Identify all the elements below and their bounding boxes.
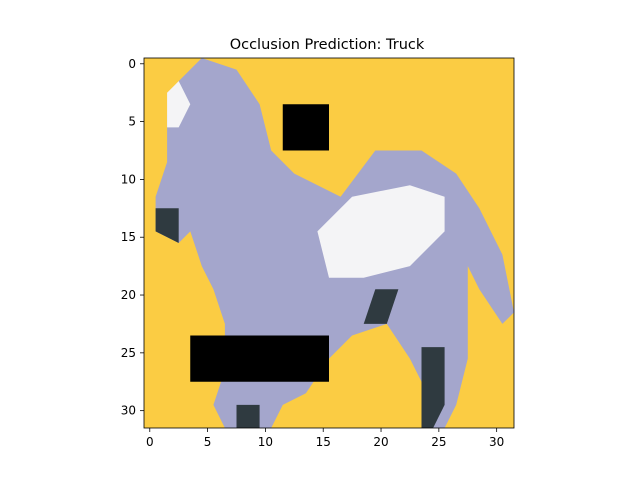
x-tick-label: 20 [373, 435, 388, 449]
x-tick-label: 25 [431, 435, 446, 449]
y-tick-label: 15 [121, 230, 136, 244]
x-tick-label: 30 [489, 435, 504, 449]
y-tick-label: 20 [121, 288, 136, 302]
y-tick-label: 25 [121, 346, 136, 360]
x-tick-label: 10 [258, 435, 273, 449]
x-axis: 0 5 10 15 20 25 30 [146, 428, 504, 449]
horse-head-highlight [167, 81, 191, 128]
y-tick-label: 10 [121, 172, 136, 186]
horse-shadow [155, 208, 179, 243]
x-tick-label: 15 [316, 435, 331, 449]
y-tick-label: 30 [121, 404, 136, 418]
plot-area [143, 57, 515, 429]
occlusion-patch [190, 335, 329, 382]
chart-title: Occlusion Prediction: Truck [230, 37, 425, 53]
x-tick-label: 5 [204, 435, 212, 449]
horse-shadow [363, 289, 399, 324]
y-axis: 0 5 10 15 20 25 30 [121, 57, 144, 418]
horse-shadow [421, 347, 445, 428]
y-tick-label: 0 [128, 57, 136, 71]
axes-frame [143, 57, 515, 429]
horse-shadow [236, 404, 260, 428]
x-tick-label: 0 [146, 435, 154, 449]
horse-highlight [317, 185, 445, 278]
occlusion-patch [282, 104, 329, 151]
y-tick-label: 5 [128, 115, 136, 129]
